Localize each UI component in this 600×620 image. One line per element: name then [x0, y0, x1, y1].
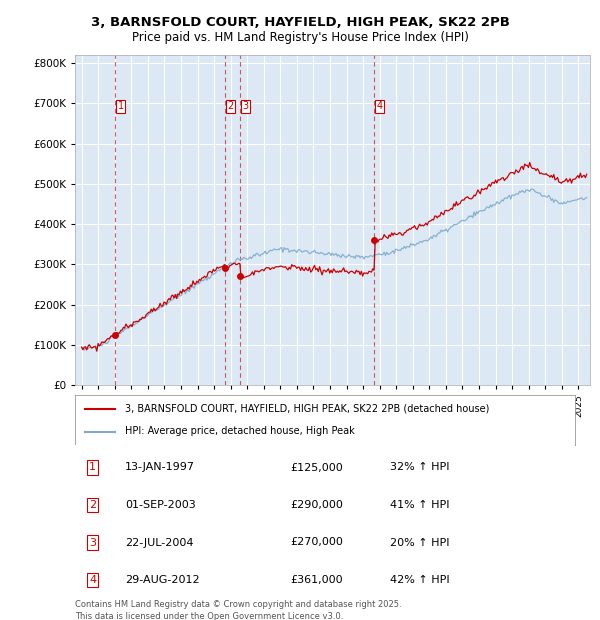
Text: 2: 2 — [227, 101, 234, 111]
Text: 1: 1 — [89, 463, 96, 472]
Text: 3: 3 — [242, 101, 248, 111]
Text: 13-JAN-1997: 13-JAN-1997 — [125, 463, 195, 472]
Text: Contains HM Land Registry data © Crown copyright and database right 2025.: Contains HM Land Registry data © Crown c… — [75, 600, 401, 609]
Text: 32% ↑ HPI: 32% ↑ HPI — [390, 463, 449, 472]
Text: Price paid vs. HM Land Registry's House Price Index (HPI): Price paid vs. HM Land Registry's House … — [131, 31, 469, 44]
Text: 01-SEP-2003: 01-SEP-2003 — [125, 500, 196, 510]
Text: 22-JUL-2004: 22-JUL-2004 — [125, 538, 193, 547]
Text: 2: 2 — [89, 500, 96, 510]
Text: £270,000: £270,000 — [290, 538, 343, 547]
Text: £125,000: £125,000 — [290, 463, 343, 472]
Text: 3: 3 — [89, 538, 96, 547]
Text: 4: 4 — [89, 575, 96, 585]
Text: 41% ↑ HPI: 41% ↑ HPI — [390, 500, 449, 510]
Text: 4: 4 — [377, 101, 383, 111]
Text: 3, BARNSFOLD COURT, HAYFIELD, HIGH PEAK, SK22 2PB (detached house): 3, BARNSFOLD COURT, HAYFIELD, HIGH PEAK,… — [125, 404, 490, 414]
Text: 20% ↑ HPI: 20% ↑ HPI — [390, 538, 449, 547]
Text: 29-AUG-2012: 29-AUG-2012 — [125, 575, 200, 585]
Text: 42% ↑ HPI: 42% ↑ HPI — [390, 575, 449, 585]
Text: 1: 1 — [118, 101, 124, 111]
Text: HPI: Average price, detached house, High Peak: HPI: Average price, detached house, High… — [125, 427, 355, 436]
Text: 3, BARNSFOLD COURT, HAYFIELD, HIGH PEAK, SK22 2PB: 3, BARNSFOLD COURT, HAYFIELD, HIGH PEAK,… — [91, 16, 509, 29]
Text: £361,000: £361,000 — [290, 575, 343, 585]
Text: This data is licensed under the Open Government Licence v3.0.: This data is licensed under the Open Gov… — [75, 612, 343, 620]
Text: £290,000: £290,000 — [290, 500, 343, 510]
